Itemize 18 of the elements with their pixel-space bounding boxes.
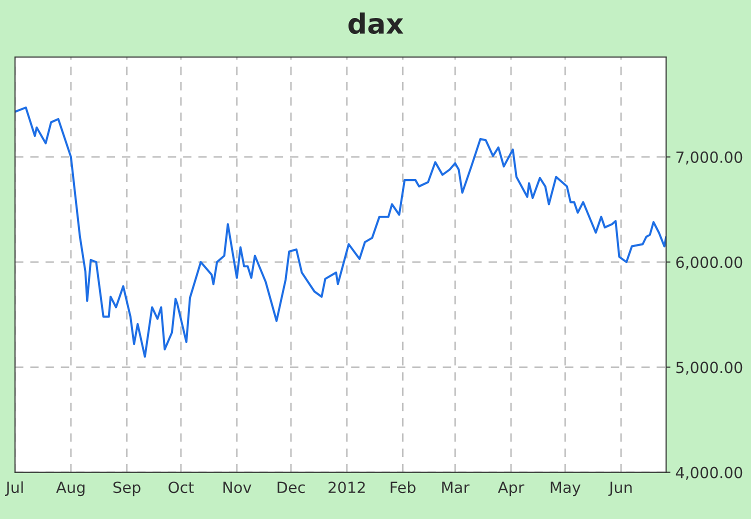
x-tick-label: 2012 [328,482,365,494]
x-tick-label: Nov [223,482,252,494]
y-tick-label: 6,000.00 [676,256,742,270]
x-tick-label: Apr [498,482,524,496]
chart-title: dax [348,12,404,34]
x-tick-label: Jul [5,481,23,496]
line-series [15,106,666,358]
x-tick-label: Jun [608,482,632,496]
y-tick-label: 4,000.00 [676,466,742,480]
x-tick-label: Mar [442,482,470,494]
y-tick-label: 5,000.00 [676,362,742,375]
x-tick-label: Sep [113,482,140,496]
x-tick-label: May [550,482,580,496]
x-tick-label: Oct [168,482,194,494]
x-tick-label: Dec [278,482,305,494]
x-tick-label: Feb [390,481,416,494]
y-tick-label: 7,000.00 [676,151,742,165]
x-tick-label: Aug [56,482,84,496]
